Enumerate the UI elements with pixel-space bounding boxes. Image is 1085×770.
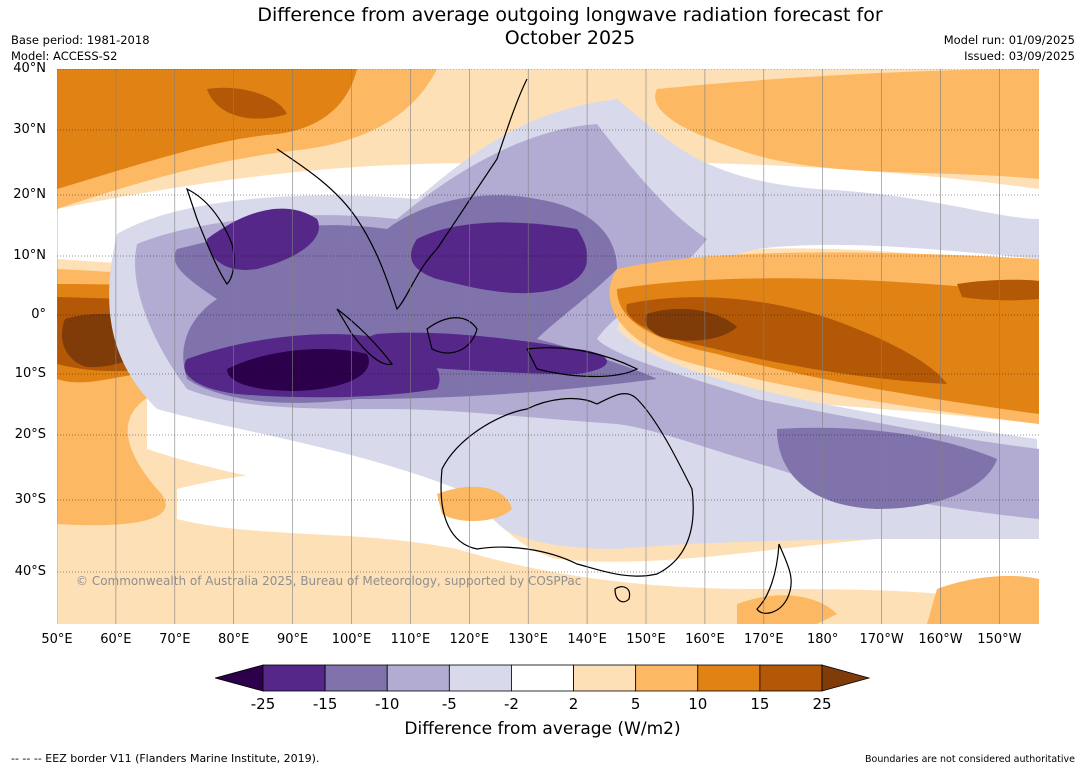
colorbar-box: [448, 664, 512, 692]
lat-label: 0°: [31, 307, 46, 322]
purple-dark-bob: [207, 208, 319, 270]
colorbar-label: -5: [441, 695, 457, 713]
colorbar-label: 10: [688, 695, 708, 713]
lon-label: 110°E: [390, 632, 431, 647]
lon-label: 180°: [807, 632, 839, 647]
meta-right: Model run: 01/09/2025 Issued: 03/09/2025: [944, 32, 1075, 64]
lat-label: 40°S: [14, 564, 46, 579]
colorbar: [215, 664, 870, 692]
lon-label: 140°E: [567, 632, 607, 647]
model-text: Model: ACCESS-S2: [11, 49, 118, 63]
graticule: [57, 69, 1000, 624]
base-period-text: Base period: 1981-2018: [11, 33, 150, 47]
chart-title: Difference from average outgoing longwav…: [257, 4, 883, 49]
eez-legend-note: -- -- -- EEZ border V11 (Flanders Marine…: [11, 752, 320, 765]
colorbar-box: [262, 664, 326, 692]
colorbar-box: [635, 664, 699, 692]
orange-north-pacific: [655, 69, 1039, 179]
colorbar-arrow-low: [215, 664, 264, 692]
lon-label: 80°E: [218, 632, 250, 647]
lon-label: 50°E: [41, 632, 73, 647]
colorbar-label: 2: [568, 695, 579, 713]
tasmania-coast: [614, 586, 631, 603]
orange-pacific-east-brown: [957, 279, 1039, 301]
boundaries-disclaimer: Boundaries are not considered authoritat…: [865, 754, 1075, 765]
lat-label: 20°S: [14, 427, 46, 442]
colorbar-label: -2: [503, 695, 519, 713]
lon-label: 150°W: [977, 632, 1022, 647]
lat-label: 10°S: [14, 366, 46, 381]
lon-label: 70°E: [159, 632, 191, 647]
colorbar-box: [386, 664, 450, 692]
colorbar-box: [697, 664, 761, 692]
orange-tibet: [57, 69, 357, 189]
colorbar-label: -15: [312, 695, 338, 713]
purple-dark-philippines: [411, 222, 588, 294]
lon-label: 170°W: [859, 632, 904, 647]
orange-south-pacific: [927, 576, 1039, 624]
new-zealand-coast: [756, 543, 792, 614]
orange-south-indian: [437, 486, 512, 521]
colorbar-label: -10: [374, 695, 400, 713]
coastlines: [185, 78, 792, 614]
lon-label: 60°E: [100, 632, 132, 647]
colorbar-label: 25: [812, 695, 832, 713]
white-southern-australia: [177, 470, 1039, 609]
lon-label: 90°E: [276, 632, 309, 647]
lat-label: 30°N: [13, 122, 46, 137]
orange-pacific-dark: [645, 308, 737, 341]
model-run-text: Model run: 01/09/2025: [943, 33, 1075, 47]
lat-label: 40°N: [13, 61, 46, 76]
lon-label: 170°E: [744, 632, 784, 647]
lat-label: 30°S: [14, 492, 46, 507]
copyright-text: © Commonwealth of Australia 2025, Bureau…: [76, 574, 582, 588]
colorbar-box: [324, 664, 388, 692]
borneo-coast: [426, 317, 478, 354]
orange-pakistan: [207, 87, 287, 119]
lon-label: 160°W: [918, 632, 963, 647]
colorbar-arrow-high: [821, 664, 870, 692]
australia-coast: [440, 392, 694, 577]
meta-left: Base period: 1981-2018 Model: ACCESS-S2: [11, 32, 150, 64]
asia-coast: [276, 78, 528, 311]
colorbar-label: -25: [250, 695, 276, 713]
issued-text: Issued: 03/09/2025: [964, 49, 1075, 63]
lon-label: 150°E: [626, 632, 666, 647]
colorbar-label: 15: [750, 695, 770, 713]
lon-label: 130°E: [508, 632, 548, 647]
colorbar-title: Difference from average (W/m2): [404, 719, 681, 739]
lat-label: 20°N: [13, 187, 46, 202]
purple-darkest-io: [227, 349, 369, 391]
purple-dark-indonesia: [363, 332, 607, 374]
lat-label: 10°N: [13, 248, 46, 263]
colorbar-box: [759, 664, 823, 692]
olr-anomaly-map: [57, 69, 1039, 624]
colorbar-label: 5: [630, 695, 641, 713]
colorbar-box: [573, 664, 637, 692]
purple-sw-pacific: [777, 427, 997, 509]
colorbar-box: [511, 664, 574, 692]
new-guinea-coast: [526, 347, 639, 378]
lon-label: 160°E: [685, 632, 725, 647]
lon-label: 120°E: [449, 632, 490, 647]
sumatra-coast: [336, 308, 393, 365]
lon-label: 100°E: [331, 632, 372, 647]
india-coast: [185, 187, 235, 285]
colorbar-boxes: [262, 664, 823, 692]
